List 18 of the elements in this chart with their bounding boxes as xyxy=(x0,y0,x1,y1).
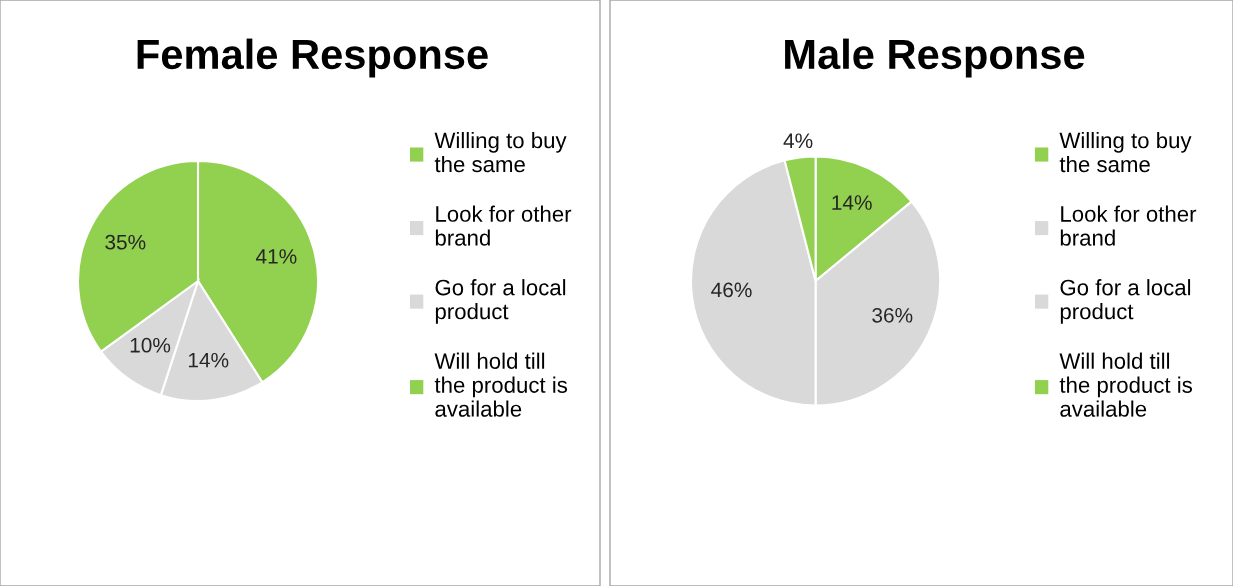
chart-title: Female Response xyxy=(137,38,488,78)
data-label: 36% xyxy=(872,307,913,323)
data-label: 46% xyxy=(711,282,752,298)
legend-label: Go for a local product xyxy=(1060,279,1191,324)
chart-title: Male Response xyxy=(785,38,1085,78)
data-label: 41% xyxy=(255,249,297,264)
legend-label: Willing to buy the same xyxy=(1059,132,1192,173)
legend-label: Look for other brand xyxy=(1060,205,1197,246)
legend-label: Willing to buy the same xyxy=(434,132,567,173)
data-label: 4% xyxy=(783,133,813,149)
legend-label: Go for a local product xyxy=(435,279,566,324)
data-label: 35% xyxy=(105,234,146,250)
legend-label: Will hold till the product is available xyxy=(434,352,568,417)
data-label: 14% xyxy=(188,352,229,368)
legend-label: Will hold till the product is available xyxy=(1059,352,1192,417)
data-label: 14% xyxy=(832,195,872,210)
legend-label: Look for other brand xyxy=(435,205,572,246)
data-label: 10% xyxy=(130,337,171,353)
